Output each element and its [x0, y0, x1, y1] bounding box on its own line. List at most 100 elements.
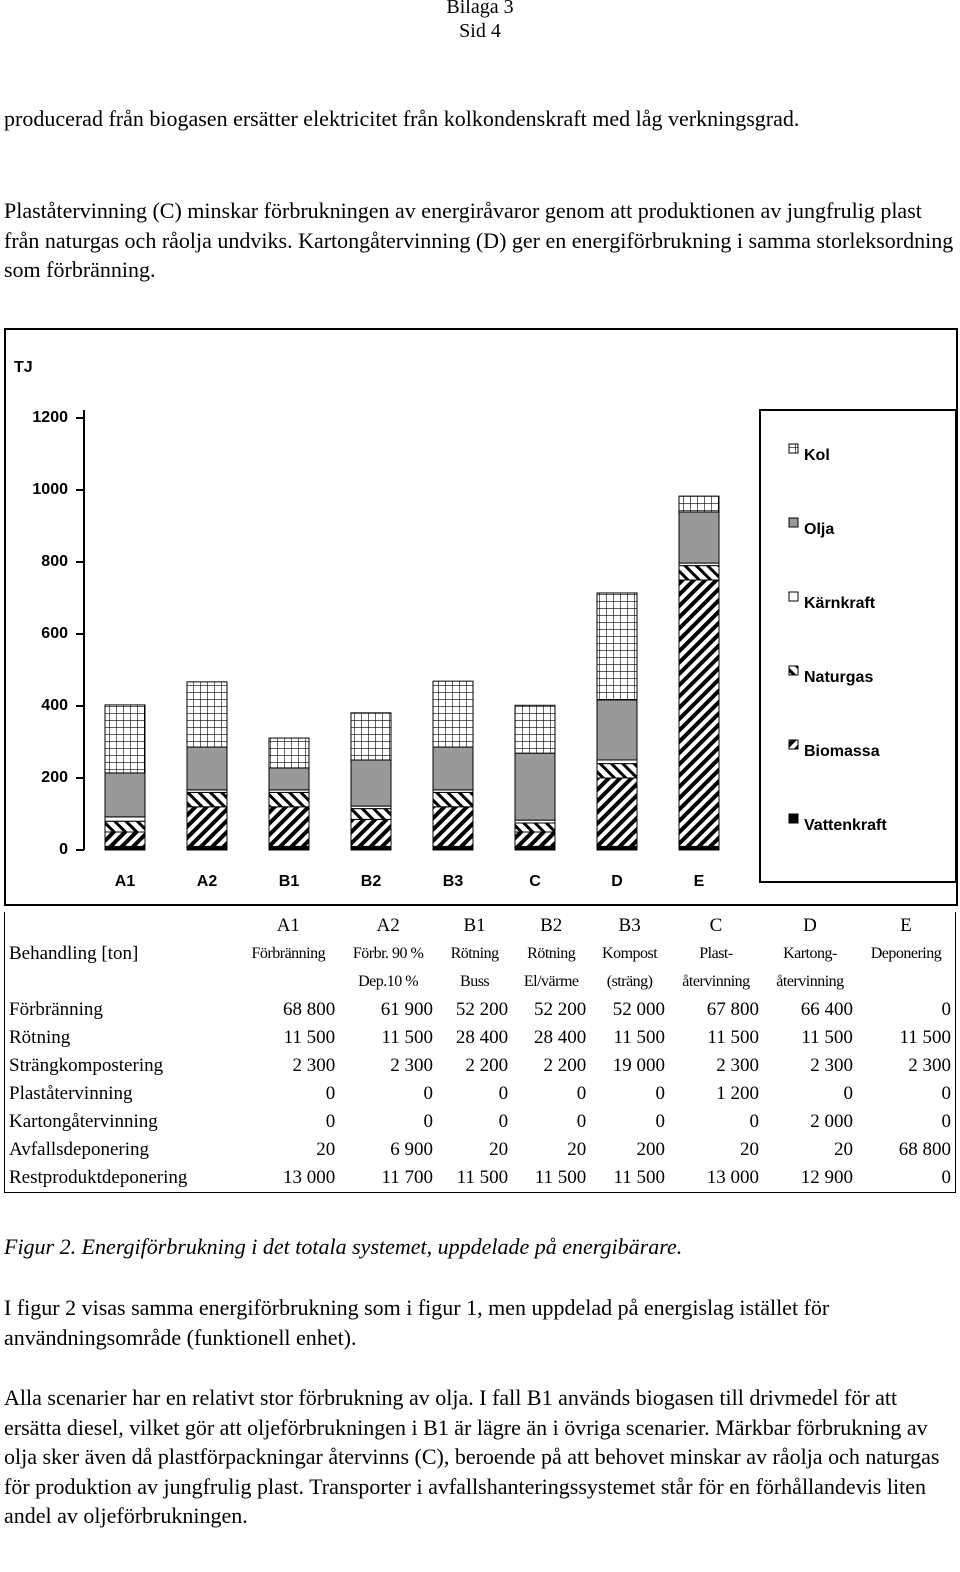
table-cell: 0 [749, 1111, 759, 1132]
bar-segment [678, 845, 720, 851]
row-label: Avfallsdeponering [9, 1139, 149, 1160]
table-cell: 20 [833, 1139, 853, 1160]
table-row: Restproduktdeponering 13 000 11 700 11 500 1… [5, 1164, 956, 1193]
table-cell: 2 300 [390, 1055, 434, 1076]
legend-label: Naturgas [804, 669, 873, 686]
legend-swatch [788, 739, 799, 750]
table-cell: 11 500 [456, 1167, 509, 1188]
table-cell: 0 [498, 1083, 509, 1104]
bar-segment [596, 763, 638, 779]
bar-segment [268, 737, 310, 769]
bar-segment [350, 818, 392, 847]
column-code: B2 [540, 915, 563, 936]
x-tick-label: B3 [443, 873, 464, 890]
column-label: (sträng) [606, 973, 653, 990]
table-cell: 11 700 [381, 1167, 434, 1188]
column-label [237, 968, 339, 996]
row-label: Rötning [9, 1027, 71, 1048]
data-table: A1 A2 B1 B2 B3 C D E Behandling [ton] Förbränning… [4, 912, 956, 1193]
table-row: Dep.10 % Buss El/värme (sträng) återvinning å… [5, 968, 956, 996]
bar-segment [596, 699, 638, 761]
bar-segment [104, 820, 146, 833]
y-tick-label: 1000 [32, 481, 68, 498]
bar-segment [432, 845, 474, 851]
table-cell: 11 500 [899, 1027, 951, 1048]
row-label: Strängkompostering [9, 1055, 164, 1076]
y-tick-label: 200 [41, 769, 68, 786]
table-row: Strängkompostering 2 300 2 300 2 200 2 200 19… [5, 1052, 956, 1080]
bar-segment [350, 845, 392, 851]
column-label: El/värme [523, 973, 579, 990]
y-tick-label: 600 [41, 625, 68, 642]
row-label: Förbränning [9, 999, 103, 1020]
bar-segment [596, 759, 638, 765]
table-cell: 0 [655, 1083, 666, 1104]
table-cell: 0 [655, 1111, 666, 1132]
column-code: D [803, 915, 817, 936]
bar-segment [186, 845, 228, 851]
bar-segment [268, 845, 310, 851]
table-cell: 2 200 [465, 1055, 509, 1076]
table-cell: 52 200 [455, 999, 509, 1020]
column-label: återvinning [776, 973, 844, 990]
table-cell: 0 [941, 1083, 952, 1104]
table-cell: 66 400 [800, 999, 853, 1020]
bar-segment [596, 845, 638, 851]
column-label: Buss [460, 973, 490, 990]
paragraph: Alla scenarier har en relativt stor förb… [4, 1385, 940, 1528]
table-cell: 68 800 [282, 999, 336, 1020]
table-cell: 200 [636, 1139, 666, 1160]
table-cell: 20 [739, 1139, 759, 1160]
figure-caption: Figur 2. Energiförbrukning i det totala … [4, 1234, 683, 1259]
bar-segment [104, 831, 146, 847]
bar-segment [186, 746, 228, 791]
page-number: Sid 4 [459, 20, 501, 42]
bar-segment [186, 791, 228, 808]
legend-swatch [788, 591, 799, 602]
table-cell: 0 [941, 1167, 952, 1188]
table-cell: 0 [423, 1111, 434, 1132]
table-cell: 2 300 [908, 1055, 951, 1076]
bar-segment [104, 704, 146, 774]
bar-segment [432, 680, 474, 748]
column-code: C [709, 915, 723, 936]
bar-segment [186, 806, 228, 847]
paragraph: producerad från biogasen ersätter elektr… [4, 106, 800, 131]
x-tick-label: B1 [279, 873, 300, 890]
bar-segment [514, 704, 556, 754]
legend-swatch [788, 443, 799, 454]
legend-swatch [788, 517, 799, 528]
x-tick-label: D [611, 873, 623, 890]
y-tick-label: 400 [41, 697, 68, 714]
table-cell: 13 000 [706, 1167, 759, 1188]
row-label: Plaståtervinning [9, 1083, 133, 1104]
table-cell: 0 [941, 999, 952, 1020]
table-cell: 11 500 [534, 1167, 587, 1188]
empty-cell [5, 968, 238, 996]
empty-cell [5, 912, 238, 940]
bar-segment [432, 746, 474, 791]
bar-segment [350, 808, 392, 820]
header-label: Behandling [ton] [9, 943, 139, 964]
x-tick-label: B2 [361, 873, 382, 890]
bar-segment [678, 565, 720, 581]
table-cell: 68 800 [898, 1139, 951, 1160]
column-label: återvinning [682, 973, 750, 990]
legend-label: Biomassa [804, 743, 880, 760]
column-label: Plast- [699, 945, 733, 962]
table-row: Behandling [ton] Förbränning Förbr. 90 % Rö… [5, 940, 956, 968]
chart: TJ 0 200 400 600 800 1000 1200 A1 A2 B1 B2 B3 C D E Vat… [4, 328, 958, 906]
x-tick-label: E [694, 873, 705, 890]
table-cell: 0 [941, 1111, 952, 1132]
bar-segment [514, 845, 556, 851]
column-code: B1 [463, 915, 486, 936]
column-label: Förbränning [251, 945, 326, 962]
table-cell: 11 500 [707, 1027, 759, 1048]
row-label: Kartongåtervinning [9, 1111, 158, 1132]
table-cell: 52 000 [612, 999, 665, 1020]
table-cell: 2 000 [810, 1111, 853, 1132]
table-cell: 0 [576, 1083, 587, 1104]
x-tick-label: C [529, 873, 541, 890]
table-row: Plaståtervinning 0 0 0 0 0 1 200 0 0 [5, 1080, 956, 1108]
